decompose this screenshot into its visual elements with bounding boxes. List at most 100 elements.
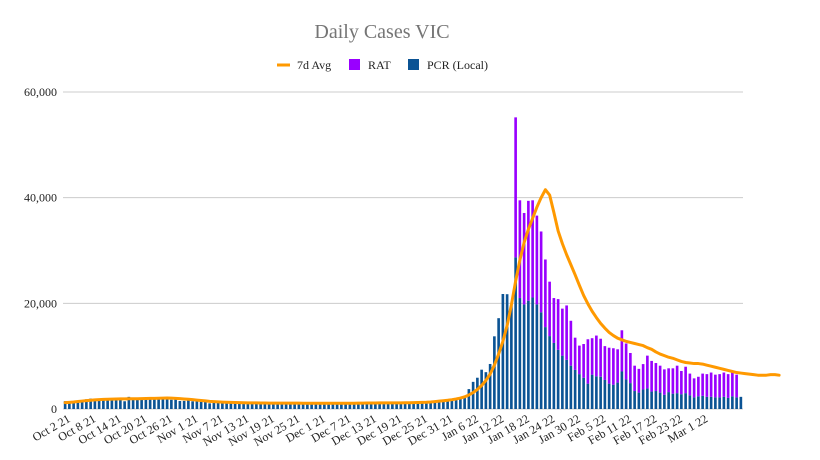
- pcr-bar: [68, 402, 71, 409]
- pcr-bar: [284, 403, 288, 409]
- pcr-bar: [633, 391, 636, 409]
- pcr-bar: [331, 402, 335, 409]
- rat-bar: [620, 330, 624, 372]
- rat-bar: [697, 376, 700, 397]
- pcr-bar: [408, 402, 411, 409]
- y-axis-ticks: 0 20,000 40,000 60,000: [24, 85, 57, 416]
- pcr-bar: [416, 402, 420, 409]
- rat-bar: [641, 364, 645, 390]
- pcr-bar: [603, 379, 607, 409]
- rat-bar: [667, 368, 670, 393]
- pcr-bar: [140, 399, 143, 409]
- y-gridlines: [63, 91, 743, 410]
- pcr-bar: [599, 376, 602, 409]
- pcr-bar: [165, 398, 169, 409]
- pcr-bar: [280, 402, 284, 409]
- rat-bar: [573, 337, 577, 370]
- pcr-bar: [195, 401, 199, 409]
- pcr-bar: [369, 402, 373, 409]
- pcr-bar: [76, 400, 80, 409]
- pcr-bar: [199, 401, 203, 409]
- pcr-bar: [420, 401, 424, 409]
- pcr-bar: [174, 399, 177, 409]
- pcr-bar: [403, 403, 407, 409]
- pcr-bar: [412, 402, 415, 409]
- pcr-bar: [429, 402, 432, 409]
- pcr-bar: [255, 403, 258, 409]
- pcr-bar: [663, 394, 666, 409]
- pcr-bar: [272, 403, 275, 409]
- rat-bar: [646, 355, 649, 389]
- pcr-bar: [144, 398, 148, 409]
- pcr-bar: [225, 402, 228, 409]
- pcr-bar: [365, 402, 369, 409]
- pcr-bar: [361, 402, 364, 409]
- pcr-bar: [327, 403, 330, 409]
- pcr-bar: [293, 403, 296, 409]
- pcr-bar: [726, 397, 730, 409]
- pcr-bar: [522, 304, 526, 409]
- pcr-bar: [123, 401, 126, 409]
- rat-bar: [688, 373, 692, 396]
- pcr-bar: [518, 298, 522, 409]
- pcr-bar: [238, 403, 241, 409]
- pcr-bar: [221, 402, 224, 409]
- pcr-bar: [289, 402, 292, 409]
- pcr-bar: [450, 398, 454, 409]
- pcr-bar: [527, 300, 530, 409]
- pcr-bar: [246, 403, 250, 409]
- legend: 7d Avg RAT PCR (Local): [277, 58, 488, 72]
- pcr-bar: [157, 397, 160, 409]
- pcr-bar: [692, 397, 696, 409]
- rat-bar: [544, 259, 547, 328]
- pcr-bar: [620, 371, 624, 409]
- pcr-bar: [110, 398, 114, 409]
- pcr-bar: [658, 392, 662, 409]
- pcr-bar: [153, 398, 156, 409]
- pcr-bar: [569, 365, 573, 409]
- pcr-bar: [182, 400, 186, 409]
- pcr-bar: [382, 403, 386, 409]
- pcr-bar: [505, 294, 509, 409]
- rat-bar: [527, 200, 530, 301]
- legend-label-pcr: PCR (Local): [427, 58, 488, 72]
- pcr-bar: [97, 398, 101, 409]
- pcr-bar: [250, 403, 254, 409]
- pcr-bar: [259, 403, 262, 409]
- avg-line-group: [63, 188, 781, 405]
- pcr-bar: [497, 318, 500, 409]
- rat-bar: [624, 343, 628, 380]
- chart-title: Daily Cases VIC: [314, 21, 449, 43]
- y-tick-label: 60,000: [24, 85, 57, 99]
- rat-bar: [616, 349, 619, 383]
- pcr-bar: [637, 392, 641, 409]
- pcr-bar: [106, 399, 109, 409]
- pcr-bar: [446, 399, 449, 409]
- pcr-bar: [301, 403, 305, 409]
- pcr-bar: [578, 374, 581, 409]
- pcr-bar: [544, 327, 547, 409]
- pcr-bar: [310, 402, 313, 409]
- pcr-bar: [344, 403, 347, 409]
- pcr-bar: [63, 401, 67, 409]
- pcr-bar: [718, 397, 721, 409]
- pcr-bar: [565, 359, 568, 409]
- pcr-bar: [297, 403, 301, 409]
- pcr-bar: [467, 389, 471, 409]
- pcr-bar: [650, 391, 653, 409]
- pcr-bar: [340, 403, 343, 409]
- pcr-bar: [561, 355, 564, 409]
- pcr-bar: [671, 393, 675, 409]
- pcr-bar: [352, 403, 356, 409]
- rat-bar: [722, 372, 726, 397]
- pcr-bar: [607, 383, 611, 409]
- pcr-bar: [391, 402, 394, 409]
- pcr-bar: [348, 403, 352, 409]
- avg-line: [63, 188, 781, 405]
- pcr-bar: [102, 399, 105, 409]
- pcr-bar: [216, 402, 220, 409]
- rat-bar: [731, 370, 734, 397]
- pcr-bar: [688, 395, 692, 409]
- rat-bar: [518, 200, 522, 299]
- pcr-bar: [548, 336, 551, 409]
